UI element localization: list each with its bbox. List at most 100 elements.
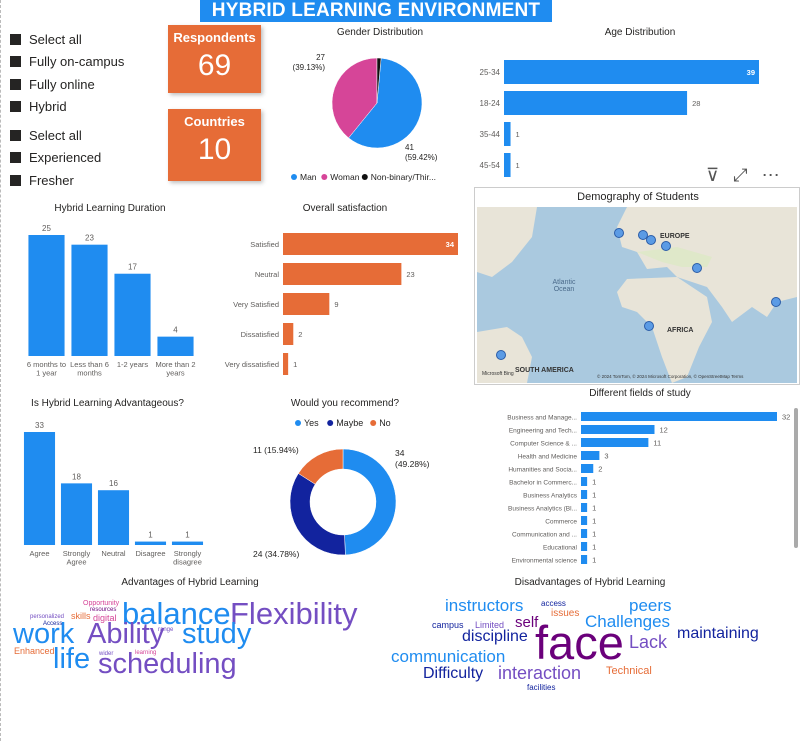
bar[interactable] — [71, 244, 108, 356]
data-label: 1 — [148, 531, 153, 540]
advantages-wordcloud: Flexibility balance work Ability study l… — [10, 593, 390, 693]
more-options-icon[interactable]: ⋯ — [761, 165, 780, 185]
data-label: 28 — [692, 99, 700, 108]
word: Opportunity — [83, 600, 120, 607]
checkbox-icon[interactable] — [10, 152, 21, 164]
map-point[interactable] — [661, 241, 671, 251]
bar[interactable] — [504, 60, 759, 84]
bar[interactable] — [581, 516, 588, 525]
bar[interactable] — [581, 425, 655, 434]
checkbox-icon[interactable] — [10, 56, 21, 68]
legend-marker[interactable] — [291, 174, 297, 180]
checkbox-icon[interactable] — [10, 78, 21, 90]
word: life — [53, 643, 91, 675]
slicer-item[interactable]: Select all — [10, 124, 101, 147]
world-map[interactable]: EUROPE Atlantic Ocean AFRICA SOUTH AMERI… — [477, 207, 797, 383]
data-label: 39 — [747, 68, 755, 77]
category-label: 18-24 — [480, 99, 501, 108]
duration-bar-chart[interactable]: 25 6 months to 1 year 23 Less than 6 months 17… — [15, 218, 210, 388]
bar[interactable] — [581, 412, 777, 421]
bar[interactable] — [283, 263, 402, 285]
slicer-item[interactable]: Hybrid — [10, 96, 124, 119]
satisfaction-bar-chart[interactable]: Satisfied 34 Neutral 23 Very Satisfied 9 Dissa… — [215, 225, 465, 380]
recommend-donut-chart[interactable]: 34(49.28%) 24 (34.78%) 11 (15.94%) Yes Maybe… — [225, 410, 465, 570]
learning-mode-slicer[interactable]: Select all Fully on-campus Fully online … — [10, 28, 124, 118]
pie-slice[interactable] — [376, 57, 382, 104]
pie-slice[interactable] — [348, 57, 423, 149]
bar[interactable] — [581, 529, 588, 538]
word: skills — [71, 611, 91, 621]
data-label: 17 — [128, 263, 137, 272]
map-point[interactable] — [646, 235, 656, 245]
advantageous-bar-chart[interactable]: 33 Agree 18 Strongly Agree 16 Neutral 1 Disagree… — [15, 412, 215, 577]
data-label: 2 — [598, 465, 602, 474]
map-point[interactable] — [692, 263, 702, 273]
legend-marker[interactable] — [327, 420, 334, 426]
bar[interactable] — [581, 503, 588, 512]
bar[interactable] — [114, 273, 151, 356]
fields-scrollbar[interactable] — [794, 408, 798, 548]
data-label: 1 — [185, 531, 190, 540]
bar[interactable] — [283, 233, 458, 255]
bar[interactable] — [283, 353, 289, 375]
bar[interactable] — [581, 490, 588, 499]
donut-slice[interactable] — [342, 448, 397, 556]
pie-slice[interactable] — [331, 57, 378, 139]
bar[interactable] — [581, 542, 588, 551]
bar[interactable] — [504, 122, 511, 146]
bar[interactable] — [581, 464, 594, 473]
slicer-item[interactable]: Fully on-campus — [10, 51, 124, 74]
legend-marker[interactable] — [295, 420, 301, 426]
map-point[interactable] — [771, 297, 781, 307]
category-label: Business Analytics (Bl... — [508, 506, 577, 513]
data-label: 1 — [592, 530, 596, 539]
bar[interactable] — [504, 153, 511, 177]
focus-mode-icon[interactable]: ⤢ — [733, 165, 748, 185]
bar[interactable] — [581, 555, 588, 564]
slicer-item[interactable]: Fresher — [10, 169, 101, 192]
bar[interactable] — [157, 336, 194, 356]
slicer-item[interactable]: Select all — [10, 28, 124, 51]
bar[interactable] — [23, 432, 56, 545]
bar[interactable] — [504, 91, 688, 115]
data-label: 1 — [592, 543, 596, 552]
word: scheduling — [98, 648, 237, 680]
filter-icon[interactable]: ⊽ — [706, 165, 720, 185]
bar[interactable] — [28, 235, 65, 356]
bar[interactable] — [97, 490, 130, 545]
bar[interactable] — [60, 483, 93, 545]
map-point[interactable] — [496, 350, 506, 360]
bar[interactable] — [581, 451, 600, 460]
fields-bar-chart[interactable]: Business and Manage... 32 Engineering and … — [470, 402, 792, 572]
bar[interactable] — [283, 323, 294, 345]
age-bar-chart[interactable]: 25-34 39 18-24 28 35-44 1 45-54 1 — [470, 52, 795, 182]
donut-slice[interactable] — [298, 448, 344, 485]
legend-marker[interactable] — [370, 420, 377, 426]
slicer-item[interactable]: Fully online — [10, 73, 124, 96]
legend-marker[interactable] — [361, 174, 368, 180]
word: access — [541, 599, 566, 608]
checkbox-icon[interactable] — [10, 174, 21, 186]
bar[interactable] — [283, 293, 330, 315]
category-label: Educational — [543, 545, 578, 552]
donut-slice[interactable] — [289, 473, 346, 556]
checkbox-icon[interactable] — [10, 33, 21, 45]
bar[interactable] — [581, 477, 588, 486]
map-point[interactable] — [644, 321, 654, 331]
slicer-item[interactable]: Experienced — [10, 147, 101, 170]
word: work — [13, 618, 75, 650]
experience-slicer[interactable]: Select all Experienced Fresher — [10, 124, 101, 192]
visual-header-icons: ⊽ ⤢ ⋯ — [706, 165, 780, 186]
bar[interactable] — [134, 541, 167, 545]
word: Difficulty — [423, 665, 484, 682]
category-label: Humanities and Socia... — [508, 467, 577, 474]
legend-marker[interactable] — [321, 174, 328, 180]
checkbox-icon[interactable] — [10, 101, 21, 113]
checkbox-icon[interactable] — [10, 129, 21, 141]
category-label: Very Satisfied — [233, 300, 279, 309]
gender-pie-chart[interactable]: 41(59.42%) 27(39.13%) Man Woman Non-binary/T… — [285, 40, 480, 190]
bar[interactable] — [171, 541, 204, 545]
bar[interactable] — [581, 438, 649, 447]
category-label: Business Analytics — [523, 493, 578, 500]
map-point[interactable] — [614, 228, 624, 238]
